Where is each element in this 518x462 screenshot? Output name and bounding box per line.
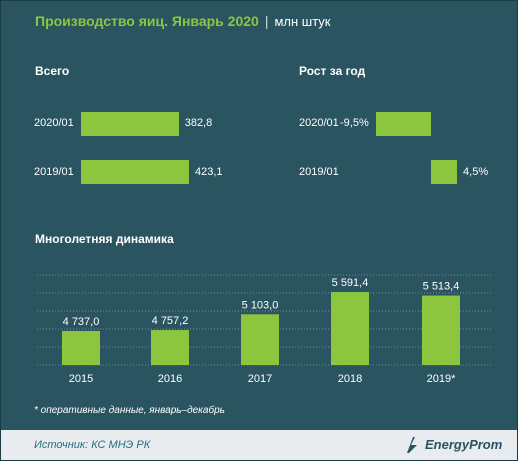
total-category-label: 2019/01 [34, 166, 74, 178]
dynamics-value-label: 4 737,0 [63, 316, 100, 328]
growth-chart-title: Рост за год [299, 64, 366, 78]
dynamics-chart-title: Многолетняя динамика [35, 232, 174, 246]
growth-bar [431, 160, 458, 184]
total-value-label: 382,8 [184, 117, 213, 129]
title-separator: | [264, 13, 269, 29]
dynamics-category-label: 2019* [427, 373, 456, 385]
dynamics-value-label: 5 513,4 [423, 281, 460, 293]
total-chart-title: Всего [35, 64, 70, 78]
dynamics-category-label: 2018 [338, 373, 362, 385]
dynamics-bar [331, 292, 369, 365]
dynamics-bar [422, 295, 460, 365]
dynamics-bar [62, 331, 100, 365]
chart-title: Производство яиц. Январь 2020 | млн штук [35, 13, 330, 29]
dynamics-value-label: 5 103,0 [242, 299, 279, 311]
energyprom-logo: EnergyProm [403, 435, 503, 455]
total-bar [81, 112, 179, 136]
source-text: Источник: КС МНЭ РК [34, 439, 151, 451]
dynamics-category-label: 2015 [69, 373, 93, 385]
dynamics-bar [241, 314, 279, 365]
logo-text: EnergyProm [425, 437, 503, 452]
dynamics-bar [151, 330, 189, 365]
dynamics-category-label: 2017 [248, 373, 272, 385]
growth-value-label: 4,5% [463, 166, 489, 178]
dynamics-value-label: 5 591,4 [332, 277, 369, 289]
total-bar [81, 160, 189, 184]
total-category-label: 2020/01 [34, 117, 74, 129]
footnote: * оперативные данные, январь–декабрь [34, 405, 225, 416]
dynamics-value-label: 4 757,2 [152, 315, 189, 327]
growth-bar [376, 112, 431, 136]
total-value-label: 423,1 [195, 166, 223, 178]
title-unit: млн штук [274, 14, 331, 29]
footer-bar: Источник: КС МНЭ РК EnergyProm [1, 430, 517, 460]
growth-category-label: 2020/01 [299, 117, 339, 129]
title-main: Производство яиц. Январь 2020 [35, 13, 259, 29]
lightning-icon [407, 437, 417, 453]
growth-value-label: -9,5% [340, 117, 369, 129]
growth-category-label: 2019/01 [299, 166, 339, 178]
dynamics-category-label: 2016 [158, 373, 182, 385]
